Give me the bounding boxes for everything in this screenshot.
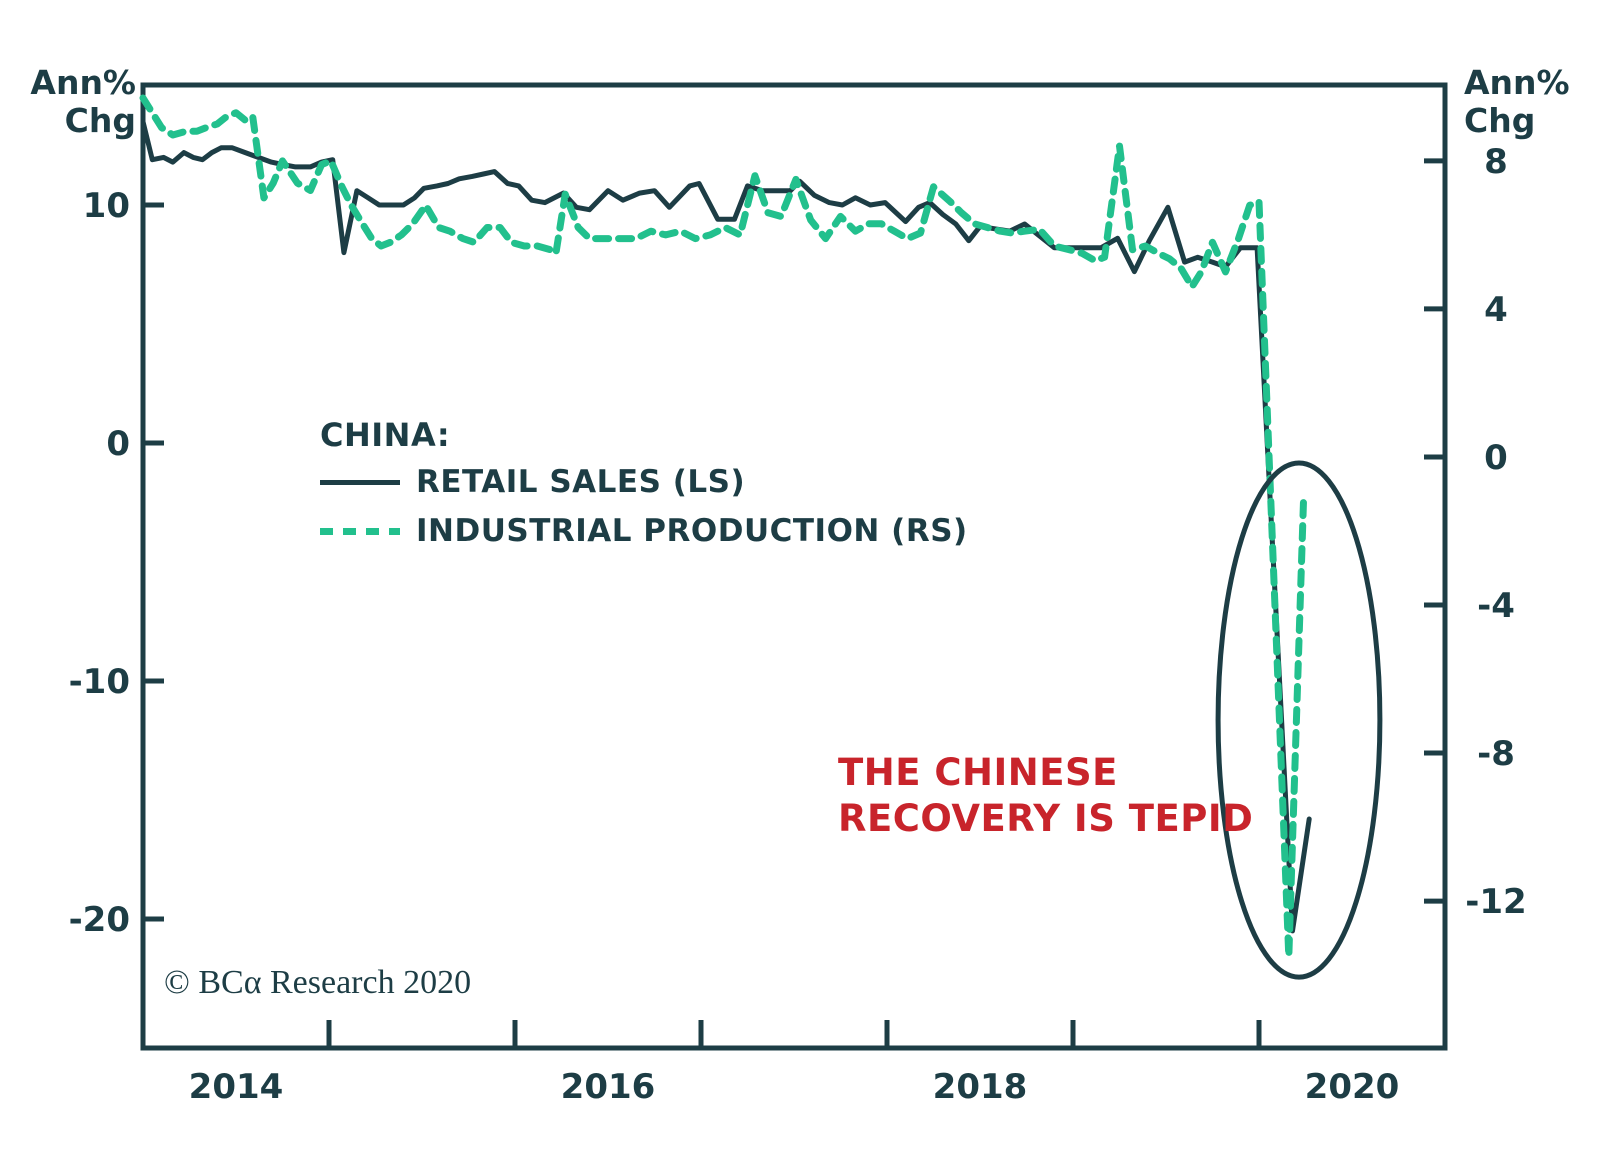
- left-axis-tick-label: 0: [106, 424, 130, 464]
- left-axis-tick-label: 10: [83, 186, 130, 226]
- solid-line-swatch-icon: [320, 479, 400, 485]
- legend-item-retail-sales: RETAIL SALES (LS): [320, 464, 968, 500]
- highlight-ellipse: [1215, 460, 1383, 980]
- chart-legend: CHINA: RETAIL SALES (LS) INDUSTRIAL PROD…: [320, 416, 968, 562]
- annotation-chinese-recovery: THE CHINESE RECOVERY IS TEPID: [838, 751, 1254, 840]
- x-axis-year-label: 2016: [561, 1067, 656, 1107]
- right-axis-tick-label: 0: [1484, 438, 1508, 478]
- left-axis-tick-label: -10: [69, 662, 130, 702]
- right-axis-tick-label: -4: [1477, 586, 1515, 626]
- right-axis-tick-label: 8: [1484, 142, 1508, 182]
- x-axis-year-label: 2014: [189, 1067, 284, 1107]
- right-axis-title: Ann% Chg: [1464, 63, 1570, 140]
- right-axis-tick-label: -8: [1477, 734, 1515, 774]
- copyright-text: © BCα Research 2020: [164, 964, 472, 1001]
- left-axis-tick-label: -20: [69, 900, 130, 940]
- x-axis-year-label: 2018: [933, 1067, 1028, 1107]
- legend-label-retail-sales: RETAIL SALES (LS): [416, 464, 746, 500]
- dashed-line-swatch-icon: [320, 527, 400, 535]
- left-axis-title: Ann% Chg: [30, 63, 136, 140]
- legend-label-industrial-production: INDUSTRIAL PRODUCTION (RS): [416, 513, 968, 549]
- x-axis-year-label: 2020: [1305, 1067, 1400, 1107]
- right-axis-tick-label: 4: [1484, 290, 1508, 330]
- plot-border: [140, 82, 1448, 1051]
- legend-title: CHINA:: [320, 416, 451, 454]
- right-axis-tick-label: -12: [1465, 882, 1526, 922]
- industrial-production-line: [139, 94, 1308, 961]
- legend-item-industrial-production: INDUSTRIAL PRODUCTION (RS): [320, 513, 968, 549]
